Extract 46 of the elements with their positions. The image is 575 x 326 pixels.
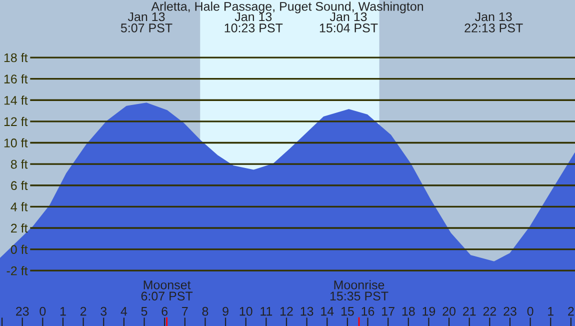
x-tick-label: 3 [100, 306, 107, 316]
y-tick-label: 16 ft [4, 74, 28, 84]
x-tick-label: 23 [504, 306, 516, 316]
x-tick-label: 1 [548, 307, 554, 316]
x-tick-label: 0 [40, 306, 46, 316]
y-tick-label: 10 ft [4, 138, 28, 148]
y-tick-label: 12 ft [4, 116, 28, 126]
x-tick-label: 4 [120, 307, 128, 316]
y-tick-label: 2 ft [11, 223, 28, 233]
y-tick-label: 14 ft [4, 96, 28, 105]
y-tick-label: 0 ft [10, 244, 28, 254]
x-tick-label: 12 [280, 306, 293, 316]
x-tick-label: 19 [422, 306, 436, 316]
x-tick-label: 16 [362, 306, 374, 316]
x-tick-label: 6 [162, 306, 168, 316]
chart-title: Arletta, Hale Passage, Puget Sound, Washington [151, 2, 424, 14]
x-tick-label: 0 [527, 306, 534, 316]
y-tick-label: 4 ft [10, 202, 28, 212]
x-tick-label: 7 [182, 307, 188, 316]
annotation: Jan 13 22:13 PST [464, 12, 523, 32]
x-tick-label: 22 [483, 306, 496, 316]
x-tick-label: 14 [321, 307, 334, 316]
x-tick-label: 13 [300, 306, 314, 316]
x-tick-label: 17 [382, 307, 394, 316]
annotation: Moonrise 15:35 PST [330, 280, 388, 301]
x-tick-label: 11 [260, 307, 272, 316]
x-tick-label: 8 [202, 306, 208, 316]
x-tick-label: 2 [80, 306, 86, 316]
y-tick-label: 8 ft [10, 160, 28, 169]
x-tick-label: 23 [16, 306, 29, 316]
x-tick-label: 5 [141, 307, 148, 316]
x-tick-label: 10 [240, 306, 252, 316]
annotation: Jan 13 10:23 PST [224, 12, 283, 32]
annotation: Moonset 6:07 PST [141, 280, 193, 301]
y-tick-label: 18 ft [4, 53, 28, 62]
y-tick-label: -2 ft [6, 266, 28, 276]
x-tick-label: 2 [568, 306, 574, 316]
x-tick-label: 15 [341, 307, 354, 316]
x-tick-label: 18 [402, 306, 415, 316]
y-tick-label: 6 ft [11, 180, 28, 190]
x-tick-label: 9 [222, 306, 228, 316]
annotation: Jan 13 15:04 PST [320, 12, 378, 32]
x-tick-label: 21 [463, 306, 476, 316]
annotation: Jan 13 5:07 PST [120, 12, 172, 32]
x-tick-label: 1 [60, 307, 66, 316]
x-tick-label: 20 [442, 306, 456, 316]
